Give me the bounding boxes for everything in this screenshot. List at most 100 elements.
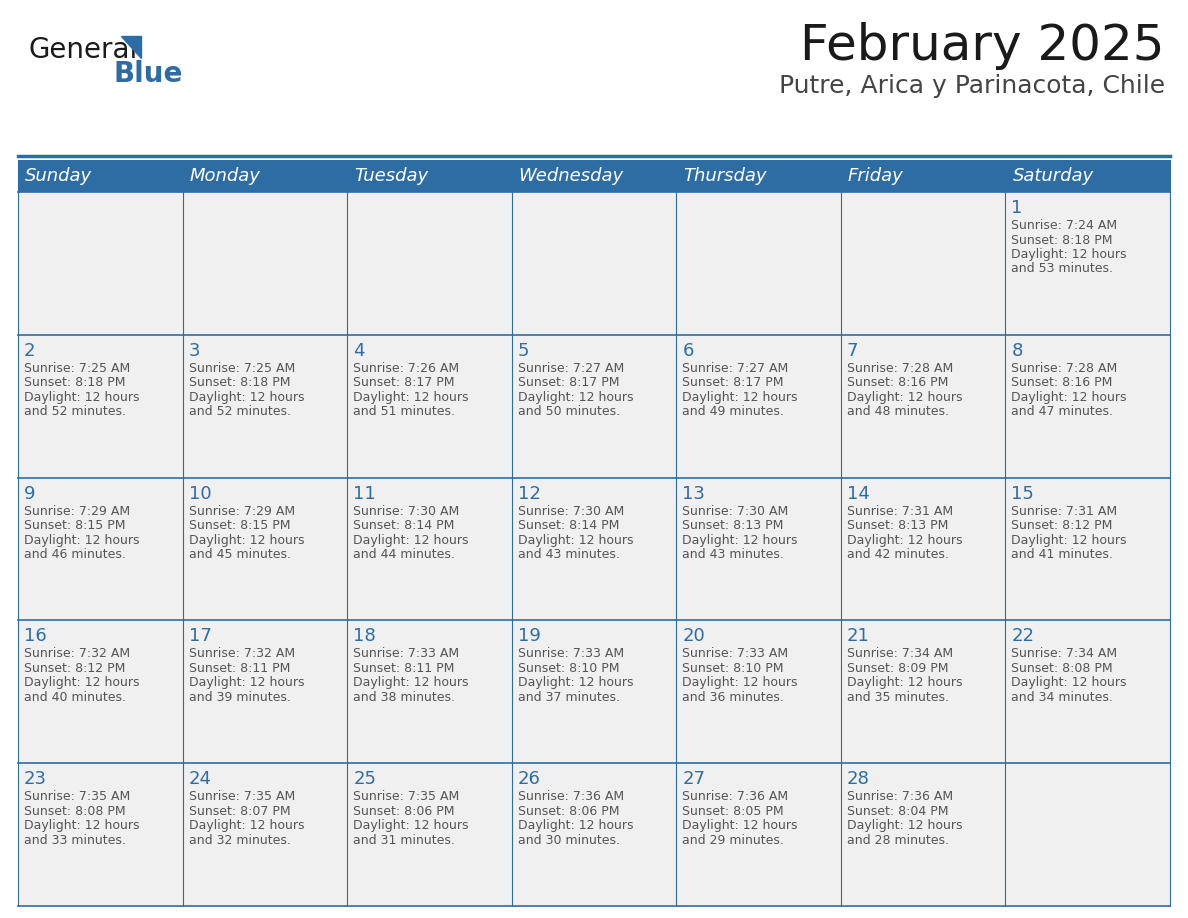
Bar <box>347 192 512 335</box>
Bar <box>1005 763 1170 906</box>
Text: Sunset: 8:16 PM: Sunset: 8:16 PM <box>847 376 948 389</box>
Text: Daylight: 12 hours: Daylight: 12 hours <box>518 677 633 689</box>
Bar <box>1005 192 1170 335</box>
Bar <box>18 621 183 763</box>
Bar <box>183 621 347 763</box>
Text: 14: 14 <box>847 485 870 502</box>
Text: and 50 minutes.: and 50 minutes. <box>518 406 620 419</box>
Text: Sunset: 8:08 PM: Sunset: 8:08 PM <box>1011 662 1113 675</box>
Text: Blue: Blue <box>113 60 183 88</box>
Bar <box>1005 477 1170 621</box>
Text: Sunset: 8:14 PM: Sunset: 8:14 PM <box>518 519 619 532</box>
Text: Sunset: 8:18 PM: Sunset: 8:18 PM <box>1011 233 1113 247</box>
Polygon shape <box>121 36 141 58</box>
Text: 6: 6 <box>682 341 694 360</box>
Text: Sunset: 8:06 PM: Sunset: 8:06 PM <box>353 805 455 818</box>
Text: Sunset: 8:18 PM: Sunset: 8:18 PM <box>189 376 290 389</box>
Bar <box>841 763 1005 906</box>
Text: Sunrise: 7:32 AM: Sunrise: 7:32 AM <box>189 647 295 660</box>
Text: and 47 minutes.: and 47 minutes. <box>1011 406 1113 419</box>
Bar <box>676 335 841 477</box>
Bar <box>347 763 512 906</box>
Text: and 44 minutes.: and 44 minutes. <box>353 548 455 561</box>
Text: 17: 17 <box>189 627 211 645</box>
Text: Daylight: 12 hours: Daylight: 12 hours <box>518 533 633 546</box>
Bar <box>512 335 676 477</box>
Text: 21: 21 <box>847 627 870 645</box>
Text: Monday: Monday <box>190 167 260 185</box>
Bar <box>841 160 1005 192</box>
Text: Sunrise: 7:33 AM: Sunrise: 7:33 AM <box>682 647 789 660</box>
Text: Daylight: 12 hours: Daylight: 12 hours <box>682 819 798 833</box>
Text: February 2025: February 2025 <box>801 22 1165 70</box>
Text: 23: 23 <box>24 770 48 789</box>
Text: Daylight: 12 hours: Daylight: 12 hours <box>353 391 468 404</box>
Bar <box>841 335 1005 477</box>
Bar <box>841 477 1005 621</box>
Text: Sunrise: 7:30 AM: Sunrise: 7:30 AM <box>682 505 789 518</box>
Text: Sunset: 8:11 PM: Sunset: 8:11 PM <box>189 662 290 675</box>
Text: 1: 1 <box>1011 199 1023 217</box>
Bar <box>18 335 183 477</box>
Text: Daylight: 12 hours: Daylight: 12 hours <box>682 677 798 689</box>
Text: and 49 minutes.: and 49 minutes. <box>682 406 784 419</box>
Text: 25: 25 <box>353 770 377 789</box>
Text: Sunrise: 7:29 AM: Sunrise: 7:29 AM <box>24 505 131 518</box>
Bar <box>512 160 676 192</box>
Text: Sunset: 8:08 PM: Sunset: 8:08 PM <box>24 805 126 818</box>
Text: Sunrise: 7:33 AM: Sunrise: 7:33 AM <box>353 647 460 660</box>
Text: and 32 minutes.: and 32 minutes. <box>189 834 290 846</box>
Text: Sunset: 8:05 PM: Sunset: 8:05 PM <box>682 805 784 818</box>
Text: Sunset: 8:15 PM: Sunset: 8:15 PM <box>24 519 126 532</box>
Text: Sunset: 8:18 PM: Sunset: 8:18 PM <box>24 376 126 389</box>
Text: and 40 minutes.: and 40 minutes. <box>24 691 126 704</box>
Text: and 51 minutes.: and 51 minutes. <box>353 406 455 419</box>
Text: 11: 11 <box>353 485 375 502</box>
Bar <box>512 477 676 621</box>
Bar <box>676 192 841 335</box>
Text: Sunrise: 7:36 AM: Sunrise: 7:36 AM <box>518 790 624 803</box>
Text: Daylight: 12 hours: Daylight: 12 hours <box>518 391 633 404</box>
Text: Sunrise: 7:33 AM: Sunrise: 7:33 AM <box>518 647 624 660</box>
Text: Daylight: 12 hours: Daylight: 12 hours <box>847 819 962 833</box>
Text: Daylight: 12 hours: Daylight: 12 hours <box>847 533 962 546</box>
Bar <box>18 763 183 906</box>
Text: and 39 minutes.: and 39 minutes. <box>189 691 290 704</box>
Text: Daylight: 12 hours: Daylight: 12 hours <box>1011 391 1127 404</box>
Text: Sunrise: 7:31 AM: Sunrise: 7:31 AM <box>1011 505 1118 518</box>
Text: Daylight: 12 hours: Daylight: 12 hours <box>1011 248 1127 261</box>
Text: 4: 4 <box>353 341 365 360</box>
Text: Daylight: 12 hours: Daylight: 12 hours <box>353 819 468 833</box>
Text: Daylight: 12 hours: Daylight: 12 hours <box>682 533 798 546</box>
Text: Sunrise: 7:25 AM: Sunrise: 7:25 AM <box>24 362 131 375</box>
Text: 13: 13 <box>682 485 706 502</box>
Text: Sunrise: 7:31 AM: Sunrise: 7:31 AM <box>847 505 953 518</box>
Bar <box>347 621 512 763</box>
Text: Daylight: 12 hours: Daylight: 12 hours <box>189 533 304 546</box>
Text: Sunset: 8:10 PM: Sunset: 8:10 PM <box>518 662 619 675</box>
Text: Sunrise: 7:35 AM: Sunrise: 7:35 AM <box>189 790 295 803</box>
Text: 18: 18 <box>353 627 375 645</box>
Text: 12: 12 <box>518 485 541 502</box>
Text: 24: 24 <box>189 770 211 789</box>
Text: and 38 minutes.: and 38 minutes. <box>353 691 455 704</box>
Text: Sunrise: 7:32 AM: Sunrise: 7:32 AM <box>24 647 131 660</box>
Text: Sunrise: 7:36 AM: Sunrise: 7:36 AM <box>847 790 953 803</box>
Bar <box>512 192 676 335</box>
Text: Sunrise: 7:29 AM: Sunrise: 7:29 AM <box>189 505 295 518</box>
Text: General: General <box>29 36 138 64</box>
Text: 8: 8 <box>1011 341 1023 360</box>
Text: 10: 10 <box>189 485 211 502</box>
Text: 26: 26 <box>518 770 541 789</box>
Text: and 43 minutes.: and 43 minutes. <box>518 548 620 561</box>
Text: Friday: Friday <box>848 167 904 185</box>
Text: Sunset: 8:07 PM: Sunset: 8:07 PM <box>189 805 290 818</box>
Bar <box>676 763 841 906</box>
Text: Sunset: 8:04 PM: Sunset: 8:04 PM <box>847 805 948 818</box>
Text: 20: 20 <box>682 627 704 645</box>
Text: Daylight: 12 hours: Daylight: 12 hours <box>353 533 468 546</box>
Text: Sunset: 8:10 PM: Sunset: 8:10 PM <box>682 662 784 675</box>
Text: Sunrise: 7:30 AM: Sunrise: 7:30 AM <box>518 505 624 518</box>
Text: and 52 minutes.: and 52 minutes. <box>24 406 126 419</box>
Bar <box>183 763 347 906</box>
